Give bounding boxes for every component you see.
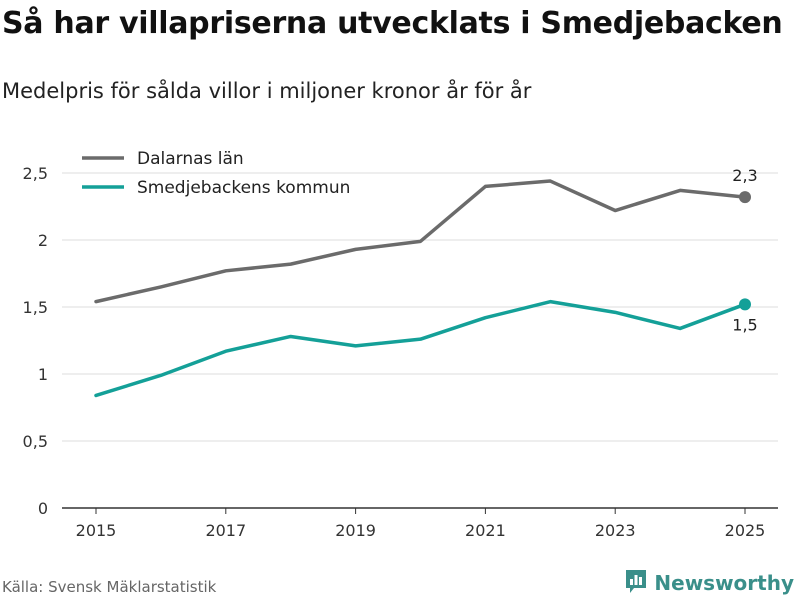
brand-logo: Newsworthy [624, 568, 794, 598]
end-point-marker [739, 191, 751, 204]
legend-label: Dalarnas län [137, 149, 244, 169]
y-tick-label: 2,5 [23, 164, 48, 183]
series-lines: 2,3 1,5 [94, 166, 758, 398]
x-tick-label: 2019 [335, 521, 376, 540]
y-tick-label: 2 [38, 231, 48, 250]
series-line-dalarnas-lan [94, 179, 747, 304]
end-point-marker [739, 298, 751, 311]
chart-title: Så har villapriserna utvecklats i Smedje… [2, 6, 783, 41]
legend-label: Smedjebackens kommun [137, 178, 350, 198]
x-tick-label: 2017 [205, 521, 246, 540]
source-note: Källa: Svensk Mäklarstatistik [2, 578, 217, 596]
x-tick-label: 2025 [725, 521, 766, 540]
y-tick-label: 0,5 [23, 432, 48, 451]
x-axis: 2015 2017 2019 2021 2023 2025 [62, 507, 778, 540]
x-tick-label: 2021 [465, 521, 506, 540]
legend: Dalarnas län Smedjebackens kommun [82, 149, 350, 198]
y-tick-label: 1,5 [23, 298, 48, 317]
chart-subtitle: Medelpris för sålda villor i miljoner kr… [2, 79, 532, 103]
end-value-label: 1,5 [732, 315, 757, 334]
gridlines [62, 172, 778, 442]
brand-name: Newsworthy [654, 571, 794, 595]
series-line-smedjebackens-kommun [94, 299, 747, 398]
y-tick-label: 0 [38, 499, 48, 518]
y-axis: 0 0,5 1 1,5 2 2,5 [23, 164, 48, 518]
x-tick-label: 2015 [76, 521, 117, 540]
x-tick-label: 2023 [595, 521, 636, 540]
bar-chart-logo-icon [624, 568, 648, 598]
y-tick-label: 1 [38, 365, 48, 384]
end-value-label: 2,3 [732, 166, 757, 185]
